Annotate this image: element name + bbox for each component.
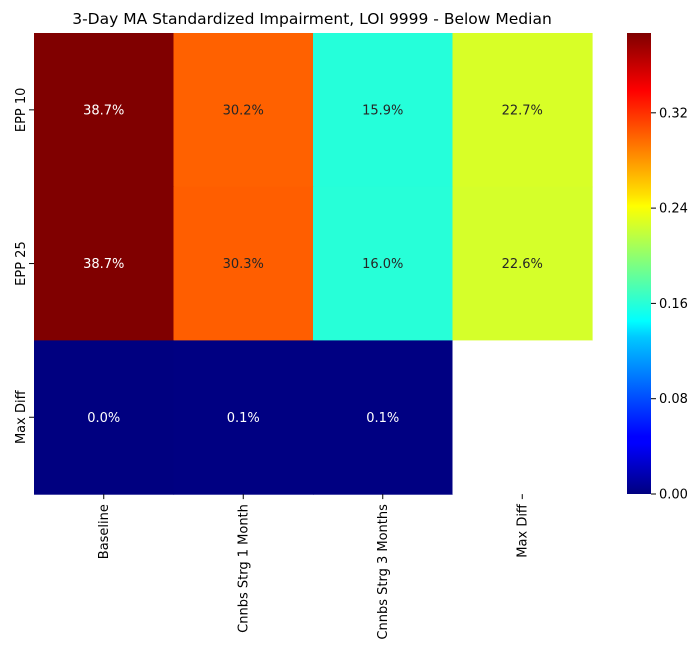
colorbar-gradient [627, 33, 651, 494]
y-axis: EPP 10 EPP 25 Max Diff [14, 88, 34, 444]
cell-value-label: 16.0% [362, 257, 403, 272]
heatmap-cell [452, 186, 593, 341]
cell-value-label: 30.2% [223, 103, 264, 118]
colorbar-tick-label: 0.00 [659, 488, 688, 503]
colorbar-tick-label: 0.24 [659, 202, 688, 217]
heatmap-cell [173, 186, 314, 341]
heatmap-cell [173, 340, 314, 495]
y-tick-label: EPP 25 [14, 241, 29, 286]
colorbar-tick-label: 0.08 [659, 392, 688, 407]
x-tick-label: Cnnbs Strg 3 Months [376, 504, 391, 640]
heatmap-cell [452, 340, 593, 495]
cell-value-label: 38.7% [83, 257, 124, 272]
cell-value-label: 30.3% [223, 257, 264, 272]
cell-value-label: 0.0% [87, 411, 120, 426]
heatmap-cell-labels: 38.7% 30.2% 15.9% 22.7% 38.7% 30.3% 16.0% 22.6%… [83, 103, 543, 425]
cell-value-label: 0.1% [227, 411, 260, 426]
x-tick-label: Baseline [97, 504, 112, 559]
cell-value-label: 38.7% [83, 103, 124, 118]
heatmap-cells [34, 33, 593, 495]
x-axis: Baseline Cnnbs Strg 1 Month Cnnbs Strg 3 M… [97, 494, 531, 640]
heatmap-cell [34, 186, 175, 341]
x-tick-label: Cnnbs Strg 1 Month [237, 504, 252, 633]
heatmap-cell [313, 186, 454, 341]
heatmap-cell [452, 33, 593, 188]
colorbar-ticks: 0.00 0.08 0.16 0.24 0.32 [651, 106, 688, 503]
cell-value-label: 15.9% [362, 103, 403, 118]
colorbar-tick-label: 0.16 [659, 297, 688, 312]
heatmap-cell [313, 33, 454, 188]
heatmap-cell [313, 340, 454, 495]
heatmap-cell [173, 33, 314, 188]
cell-value-label: 22.7% [502, 103, 543, 118]
cell-value-label: 0.1% [366, 411, 399, 426]
heatmap-cell [34, 340, 175, 495]
heatmap-cell [34, 33, 175, 188]
y-tick-label: EPP 10 [14, 88, 29, 133]
colorbar-tick-label: 0.32 [659, 106, 688, 121]
x-tick-label: Max Diff [516, 503, 531, 558]
colorbar [627, 33, 651, 494]
chart-title: 3-Day MA Standardized Impairment, LOI 99… [72, 10, 552, 28]
y-tick-label: Max Diff [14, 389, 29, 444]
cell-value-label: 22.6% [502, 257, 543, 272]
